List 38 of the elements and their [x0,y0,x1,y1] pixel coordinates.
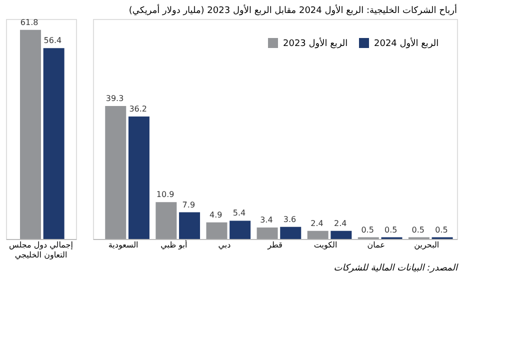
data-label: 39.3 [106,94,124,103]
bar [105,106,126,239]
data-label: 0.5 [361,225,374,234]
x-tick-label: عمان [367,240,385,250]
x-tick-label: أبو ظبي [160,240,188,250]
data-label: 10.9 [156,190,174,200]
x-tick-label: السعودية [108,240,138,250]
bar [128,116,150,239]
data-label: 0.5 [384,225,398,234]
bar [156,202,177,239]
data-label: 3.6 [283,214,296,224]
data-label: 61.8 [20,18,38,27]
legend-label: الربع الأول 2024 [374,37,439,49]
data-label: 4.9 [210,210,222,220]
x-tick-label: البحرين [414,240,440,250]
data-label: 2.4 [334,218,347,228]
data-label: 36.2 [129,104,148,114]
bar [256,227,278,239]
x-tick-label: قطر [266,240,283,250]
text: المصدر: البيانات المالية للشركات [334,264,459,274]
chart-title: أرباح الشركات الخليجية: الربع الأول 2024 مقابل الربع الأول 2023 (مليار دولار أمريكي) [128,4,457,16]
x-tick-label: الكويت [314,240,338,250]
data-label: 3.4 [260,215,273,224]
data-label: 0.5 [412,225,424,234]
data-label: 5.4 [232,208,246,218]
data-label: 7.9 [182,200,196,210]
data-label: 2.4 [310,218,324,228]
data-label: 56.4 [44,36,62,46]
bar [280,226,302,239]
bar [330,230,352,239]
x-tick-label: إجمالي دول مجلس التعاون الخليجي [9,240,73,260]
bar [206,222,228,239]
bar [307,230,328,239]
data-label: 0.5 [435,225,448,234]
legend-label: الربع الأول 2023 [283,37,348,49]
x-tick-label: دبي [218,240,232,250]
bar [230,220,251,239]
bar [179,212,200,239]
